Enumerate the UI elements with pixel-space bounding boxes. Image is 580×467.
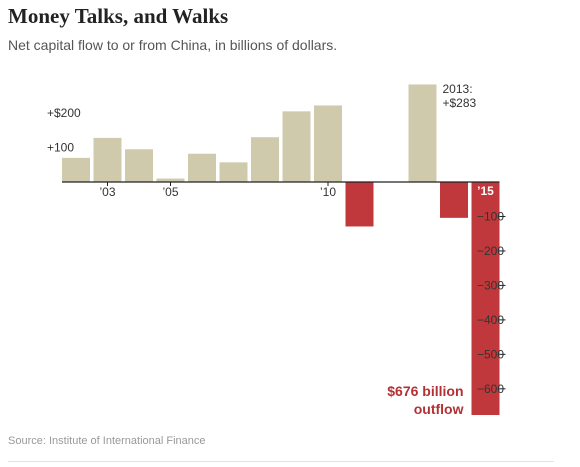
bar-2007 [219, 162, 248, 182]
y-tick-label-100: +100 [47, 141, 74, 155]
bar-2003 [93, 137, 122, 182]
capital-flow-chart: +$200 +100 −100 −200 −300 −400 −500 −600 ’03 ’05 ’… [47, 82, 506, 417]
chart-subtitle: Net capital flow to or from China, in bi… [8, 37, 338, 53]
annotation-2015-line-1: $676 billion [387, 383, 463, 399]
source-note: Source: Institute of International Finan… [8, 435, 206, 447]
x-tick-label-2015: ’15 [477, 184, 494, 198]
y-tick-label-minus-100: −100 [477, 209, 504, 223]
bar-2014 [440, 182, 468, 218]
chart-title: Money Talks, and Walks [8, 4, 229, 28]
y-tick-label-200: +$200 [47, 106, 81, 120]
x-tick-label-2003: ’03 [99, 185, 115, 199]
footer-divider [8, 461, 554, 462]
bar-2002 [62, 157, 90, 182]
bar-2011 [345, 182, 374, 227]
annotation-2013-line-1: 2013: [443, 82, 473, 96]
y-tick-label-minus-300: −300 [477, 278, 504, 292]
bar-2004 [125, 149, 153, 182]
bar-2009 [282, 111, 311, 182]
annotation-2015-line-2: outflow [414, 401, 464, 417]
annotation-2013-line-2: +$283 [443, 96, 477, 110]
y-tick-label-minus-500: −500 [477, 347, 504, 361]
bar-2006 [188, 153, 216, 182]
y-tick-label-minus-400: −400 [477, 313, 504, 327]
bar-2010 [314, 105, 342, 182]
bar-2013 [408, 84, 437, 182]
bar-2015 [471, 182, 500, 416]
bar-2008 [251, 137, 279, 182]
y-tick-label-minus-200: −200 [477, 244, 504, 258]
y-tick-label-minus-600: −600 [477, 382, 504, 396]
x-tick-label-2010: ’10 [320, 185, 336, 199]
bar-2005 [156, 178, 185, 182]
x-tick-label-2005: ’05 [162, 185, 178, 199]
